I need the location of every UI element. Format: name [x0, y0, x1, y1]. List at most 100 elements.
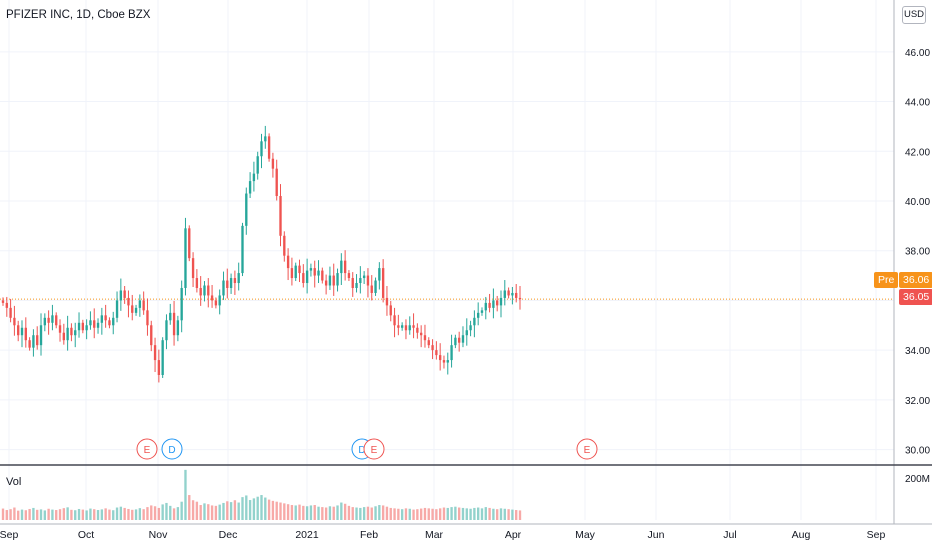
candle-body	[77, 322, 81, 331]
candle-body	[207, 285, 210, 296]
candle-body	[233, 278, 237, 284]
candle-body	[17, 325, 20, 336]
candle-body	[465, 330, 468, 336]
volume-bar	[1, 508, 5, 520]
volume-bar	[180, 501, 183, 520]
volume-bar	[17, 510, 20, 520]
y-tick-label: 34.00	[905, 346, 930, 357]
candle-body	[36, 335, 39, 346]
volume-scale-label: 200M	[905, 474, 930, 485]
x-tick-label: Jun	[648, 529, 665, 541]
volume-bar	[279, 502, 282, 520]
candle-body	[427, 340, 430, 346]
volume-bar	[9, 509, 12, 520]
candle-body	[188, 228, 191, 259]
volume-bar	[515, 510, 518, 520]
volume-bar	[264, 497, 267, 520]
chart-grid	[0, 0, 894, 520]
volume-bar	[203, 503, 206, 520]
volume-bar	[465, 508, 468, 520]
y-tick-label: 46.00	[905, 48, 930, 59]
volume-bar	[112, 510, 115, 520]
volume-bar	[362, 507, 366, 520]
volume-bar	[104, 508, 107, 520]
volume-bar	[123, 507, 126, 520]
candle-body	[176, 320, 180, 336]
volume-bar	[275, 501, 278, 520]
volume-bar	[431, 508, 434, 520]
y-tick-label: 44.00	[905, 98, 930, 109]
candle-body	[256, 156, 259, 174]
event-marker-label: D	[358, 445, 365, 456]
volume-bar	[119, 506, 123, 520]
currency-button[interactable]: USD	[902, 6, 926, 24]
candle-body	[477, 312, 480, 318]
volume-bar	[77, 508, 81, 520]
candle-body	[393, 315, 396, 326]
volume-bar	[127, 508, 130, 520]
candle-body	[214, 300, 218, 306]
volume-bar	[404, 508, 408, 520]
candle-body	[321, 270, 324, 281]
volume-bar	[214, 505, 218, 520]
earnings-marker	[576, 438, 598, 460]
volume-bar	[13, 507, 16, 520]
volume-bar	[241, 497, 244, 520]
volume-bar	[393, 508, 396, 520]
volume-bar	[313, 505, 316, 520]
volume-bar	[100, 509, 104, 520]
candle-body	[381, 268, 385, 298]
volume-bar	[324, 507, 328, 520]
volume-bar	[218, 504, 221, 520]
volume-bar	[473, 507, 476, 520]
x-tick-label: Nov	[149, 529, 168, 541]
volume-bar	[58, 509, 62, 520]
candle-body	[226, 280, 229, 288]
volume-bar	[195, 501, 199, 520]
candle-body	[366, 275, 370, 286]
volume-bar	[419, 508, 423, 520]
candle-body	[374, 280, 377, 293]
candle-body	[290, 268, 294, 279]
candle-body	[488, 302, 491, 308]
volume-bar	[229, 502, 233, 520]
volume-bar	[427, 508, 430, 520]
y-tick-label: 40.00	[905, 197, 930, 208]
volume-bar	[32, 507, 35, 520]
volume-bar	[233, 500, 237, 520]
candle-body	[340, 260, 343, 274]
candle-body	[131, 305, 134, 313]
candle-body	[267, 136, 271, 159]
candle-body	[351, 278, 354, 288]
volume-series	[1, 469, 522, 520]
candle-body	[24, 327, 27, 341]
volume-bar	[507, 509, 510, 520]
volume-bar	[226, 501, 229, 520]
candle-body	[5, 302, 8, 308]
volume-bar	[340, 502, 343, 520]
candle-body	[218, 295, 221, 306]
candle-body	[89, 320, 92, 326]
volume-bar	[191, 500, 195, 520]
volume-bar	[55, 510, 58, 520]
volume-bar	[89, 508, 92, 520]
candle-body	[191, 258, 195, 279]
volume-bar	[245, 495, 248, 520]
candle-body	[81, 322, 85, 331]
volume-bar	[28, 508, 31, 520]
volume-bar	[518, 510, 522, 520]
volume-bar	[138, 508, 142, 520]
volume-bar	[207, 504, 210, 520]
candle-body	[104, 315, 107, 321]
y-tick-label: 38.00	[905, 247, 930, 258]
candle-body	[347, 273, 351, 279]
candle-body	[43, 317, 46, 326]
candle-body	[442, 360, 446, 363]
volume-bar	[477, 507, 480, 520]
volume-bar	[267, 499, 271, 520]
candle-body	[142, 300, 145, 311]
candle-body	[507, 290, 510, 296]
volume-bar	[294, 505, 297, 520]
volume-bar	[36, 509, 39, 520]
